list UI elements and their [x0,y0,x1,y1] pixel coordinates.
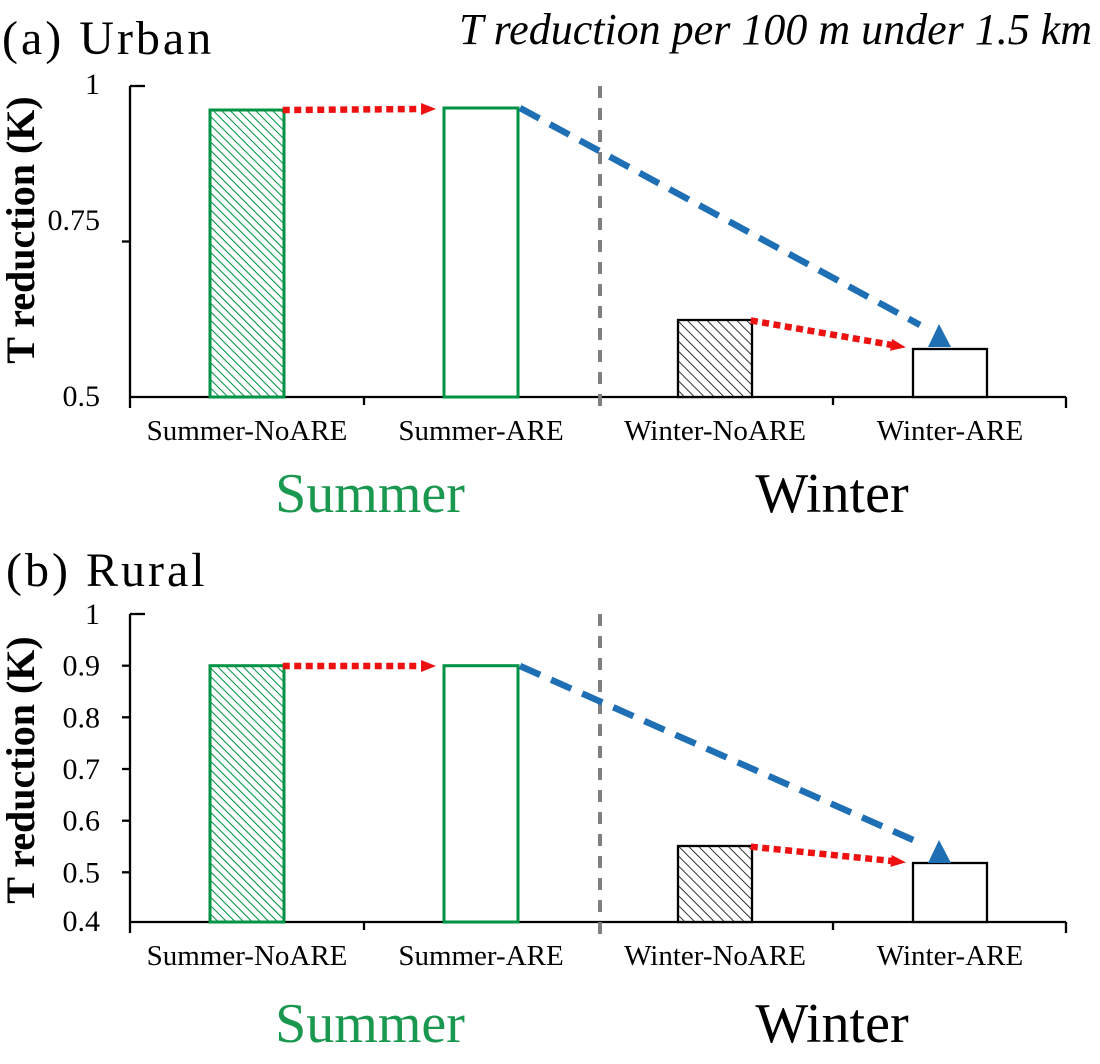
svg-text:0.9: 0.9 [63,650,101,683]
svg-text:Winter-ARE: Winter-ARE [877,940,1023,972]
svg-text:Summer-ARE: Summer-ARE [398,415,563,447]
svg-text:Winter: Winter [755,993,909,1055]
svg-text:T reduction (K): T reduction (K) [0,96,43,363]
svg-text:0.5: 0.5 [63,856,101,889]
svg-text:(b) Rural: (b) Rural [6,544,208,597]
svg-text:Summer: Summer [275,993,465,1055]
svg-text:0.7: 0.7 [63,753,101,786]
svg-text:0.6: 0.6 [63,805,101,838]
svg-text:0.8: 0.8 [63,701,101,734]
svg-text:Winter-NoARE: Winter-NoARE [624,940,806,972]
svg-text:Summer: Summer [275,463,465,525]
svg-text:1: 1 [85,598,100,631]
svg-text:Winter: Winter [755,463,909,525]
svg-text:Summer-ARE: Summer-ARE [398,940,563,972]
svg-text:T reduction per 100 m under 1.: T reduction per 100 m under 1.5 km [459,5,1092,54]
svg-text:Summer-NoARE: Summer-NoARE [147,940,348,972]
svg-text:1: 1 [85,68,100,101]
svg-text:Winter-NoARE: Winter-NoARE [624,415,806,447]
svg-text:0.4: 0.4 [63,905,101,938]
svg-text:0.75: 0.75 [48,204,101,237]
svg-text:T reduction (K): T reduction (K) [0,636,43,903]
svg-text:(a) Urban: (a) Urban [2,12,214,65]
svg-text:Winter-ARE: Winter-ARE [877,415,1023,447]
svg-text:Summer-NoARE: Summer-NoARE [147,415,348,447]
svg-text:0.5: 0.5 [63,380,101,413]
